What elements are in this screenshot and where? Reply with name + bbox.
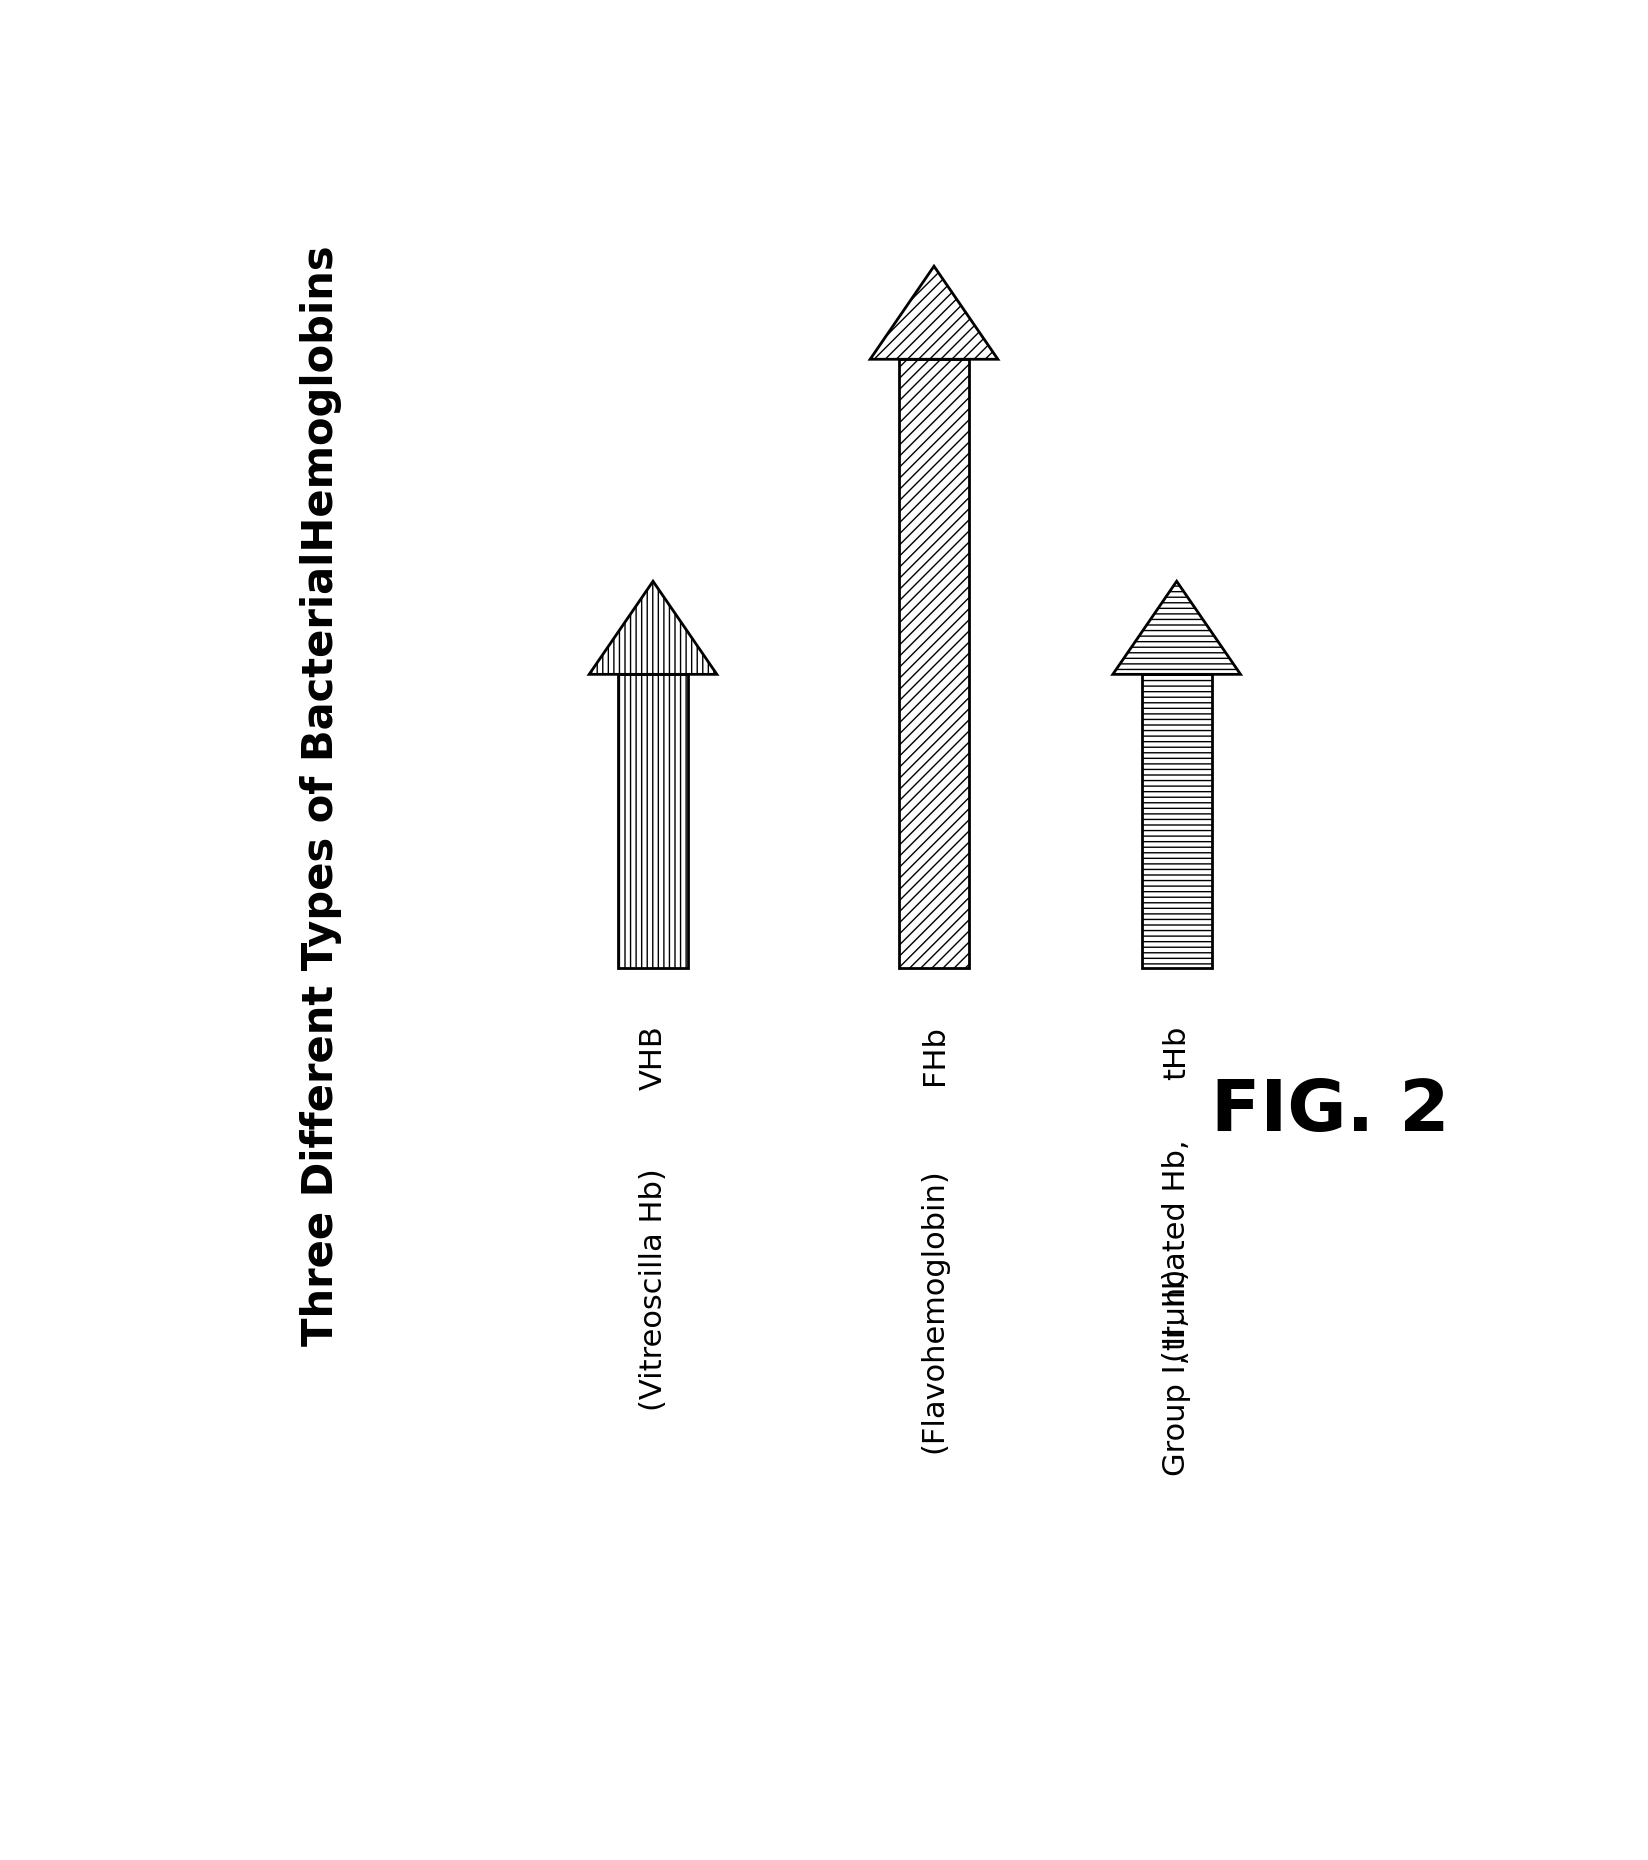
Text: (Vitreoscilla Hb): (Vitreoscilla Hb) [638,1168,667,1412]
Text: FHb: FHb [920,1025,949,1084]
Text: VHB: VHB [638,1025,667,1090]
Text: Group I, II, III): Group I, II, III) [1162,1269,1192,1477]
Polygon shape [590,582,717,675]
Bar [618,675,689,967]
Bar [1142,675,1211,967]
Polygon shape [1112,582,1241,675]
Text: tHb: tHb [1162,1025,1192,1079]
Text: Three Different Types of BacterialHemoglobins: Three Different Types of BacterialHemogl… [300,246,341,1347]
Text: (Flavohemoglobin): (Flavohemoglobin) [920,1168,949,1453]
Polygon shape [870,266,997,359]
Bar [898,359,969,967]
Text: FIG. 2: FIG. 2 [1211,1077,1449,1146]
Text: (truncated Hb,: (truncated Hb, [1162,1140,1192,1362]
